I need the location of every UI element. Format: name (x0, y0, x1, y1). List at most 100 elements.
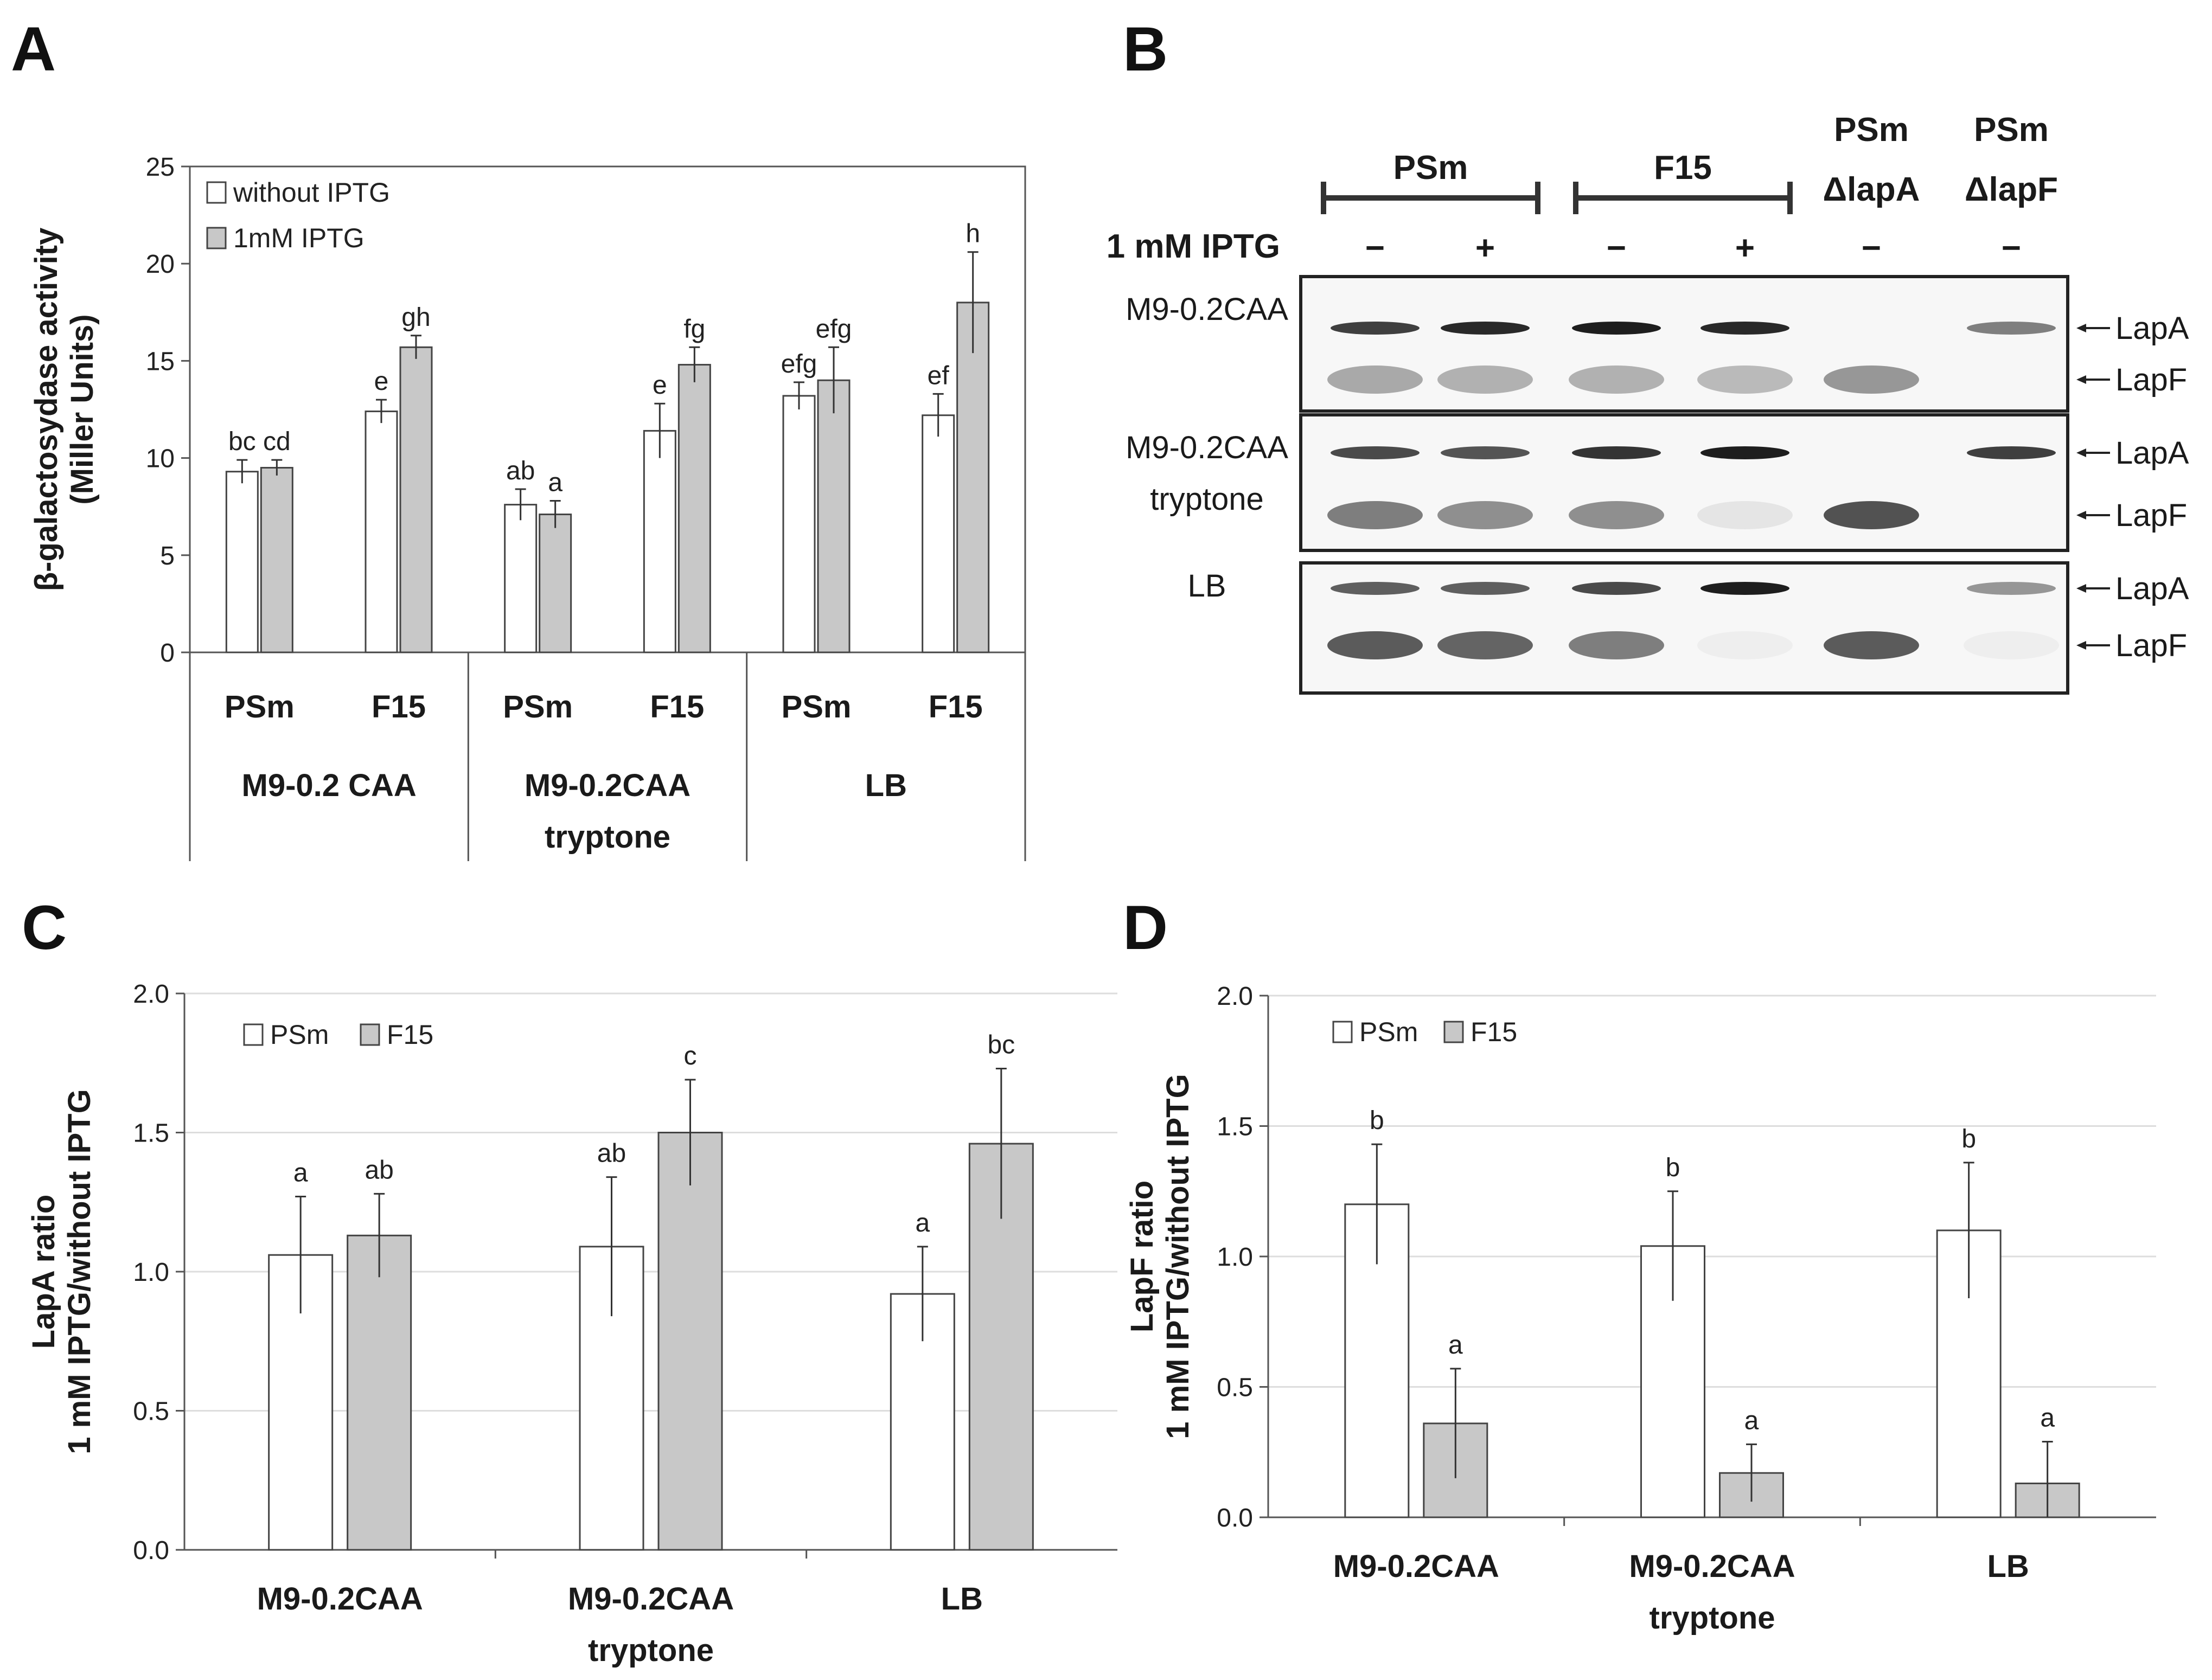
y-tick-label: 0.5 (1217, 1374, 1253, 1402)
mutant-strain-label: PSm (1974, 111, 2049, 149)
band-label: LapF (2115, 362, 2187, 397)
blot-membrane (1299, 561, 2069, 695)
lapF-band (1327, 631, 1423, 659)
lapA-band (1441, 582, 1530, 595)
panel-a-chart: 0 5 10 15 20 25 β-galactosydase activity (Mille… (29, 153, 1026, 861)
significance-label: a (915, 1209, 930, 1237)
medium-group-label: tryptone (545, 819, 670, 855)
band-label: LapA (2115, 311, 2189, 346)
significance-label: efg (781, 350, 817, 379)
iptg-sign: + (1735, 229, 1755, 267)
lapF-band (1437, 631, 1533, 659)
band-label: LapA (2115, 571, 2189, 606)
lapF-band (1824, 366, 1919, 394)
y-tick-label: 0.0 (133, 1536, 169, 1565)
band-arrow-head (2076, 324, 2086, 332)
panel-d-chart: 0.0 0.5 1.0 1.5 2.0 LapF ratio 1 mM IPTG/witho… (1124, 982, 2156, 1636)
x-category-label: LB (941, 1581, 983, 1617)
significance-label: cd (263, 427, 291, 456)
x-category-label: M9-0.2CAA (1333, 1549, 1499, 1584)
legend-swatch (360, 1023, 380, 1046)
y-tick-label: 0.0 (1217, 1504, 1253, 1532)
lapF-band (1964, 631, 2059, 659)
significance-label: fg (683, 315, 705, 343)
lapA-band (1572, 322, 1661, 335)
strain-category-label: PSm (225, 689, 295, 724)
y-tick-label: 0 (160, 639, 175, 668)
bar (677, 364, 711, 653)
band-arrow-head (2076, 584, 2086, 593)
bar (539, 514, 572, 653)
strain-category-label: F15 (372, 689, 426, 724)
blot-membrane (1299, 413, 2069, 552)
bar (968, 1143, 1034, 1551)
iptg-sign: + (1475, 229, 1495, 267)
legend-label: without IPTG (233, 177, 390, 208)
bar (782, 395, 816, 653)
y-axis-title-line: 1 mM IPTG/without IPTG (62, 1089, 97, 1454)
y-tick-label: 1.0 (1217, 1243, 1253, 1272)
legend-label: F15 (1471, 1017, 1517, 1047)
x-category-label: M9-0.2CAA (1629, 1549, 1795, 1584)
x-category-label: tryptone (1650, 1600, 1775, 1636)
y-tick-label: 15 (146, 347, 175, 376)
y-tick-label: 1.5 (133, 1119, 169, 1148)
significance-label: e (374, 367, 389, 396)
lapA-band (1572, 446, 1661, 459)
significance-label: b (1666, 1153, 1680, 1182)
x-category-label: M9-0.2CAA (257, 1581, 423, 1617)
strain-category-label: PSm (503, 689, 573, 724)
y-axis-title-line: 1 mM IPTG/without IPTG (1160, 1074, 1195, 1439)
significance-label: a (1448, 1331, 1463, 1360)
lapA-band (1967, 582, 2056, 595)
lapA-band (1331, 322, 1420, 335)
band-arrow-head (2076, 641, 2086, 650)
significance-label: gh (401, 303, 430, 332)
significance-label: b (1370, 1106, 1384, 1135)
significance-label: ab (365, 1156, 393, 1184)
lapF-band (1437, 366, 1533, 394)
y-tick-label: 0.5 (133, 1397, 169, 1426)
legend-swatch (206, 227, 227, 249)
bar (657, 1132, 723, 1551)
significance-label: e (653, 371, 667, 400)
panel-c-chart: 0.0 0.5 1.0 1.5 2.0 LapA ratio 1 mM IPTG/witho… (26, 980, 1117, 1668)
legend-label: PSm (270, 1019, 329, 1050)
panel-letter-d: D (1123, 893, 1168, 963)
panel-letter-c: C (22, 893, 67, 963)
lapA-band (1700, 322, 1789, 335)
significance-label: c (684, 1042, 697, 1070)
mutant-strain-label: PSm (1834, 111, 1909, 149)
bar (956, 302, 990, 653)
x-category-label: LB (1987, 1549, 2029, 1584)
band-arrow-head (2076, 511, 2086, 520)
y-tick-label: 2.0 (1217, 982, 1253, 1011)
bar (817, 379, 851, 653)
legend-label: 1mM IPTG (233, 223, 365, 253)
lapF-band (1697, 366, 1793, 394)
lapA-band (1700, 582, 1789, 595)
panel-letter-b: B (1123, 15, 1168, 84)
strain-group-label: PSm (1393, 149, 1468, 187)
lapF-band (1327, 366, 1423, 394)
blot-condition-label: M9-0.2CAA (1126, 292, 1288, 327)
blot-condition-label: LB (1188, 568, 1226, 604)
iptg-row-label: 1 mM IPTG (1107, 228, 1280, 265)
y-tick-label: 1.0 (133, 1258, 169, 1287)
x-category-label: M9-0.2CAA (568, 1581, 734, 1617)
band-label: LapA (2115, 435, 2189, 471)
lapA-band (1967, 446, 2056, 459)
lapA-band (1441, 446, 1530, 459)
y-tick-label: 20 (146, 250, 175, 279)
y-tick-label: 25 (146, 153, 175, 182)
y-axis-title-line: LapF ratio (1124, 1181, 1160, 1332)
bar (922, 414, 955, 653)
lapF-band (1569, 366, 1664, 394)
blot-membrane (1299, 275, 2069, 413)
legend-swatch (1443, 1021, 1464, 1043)
significance-label: a (548, 468, 562, 497)
strain-category-label: F15 (929, 689, 983, 724)
band-label: LapF (2115, 498, 2187, 533)
legend-swatch (206, 181, 227, 204)
legend-label: F15 (387, 1019, 433, 1050)
